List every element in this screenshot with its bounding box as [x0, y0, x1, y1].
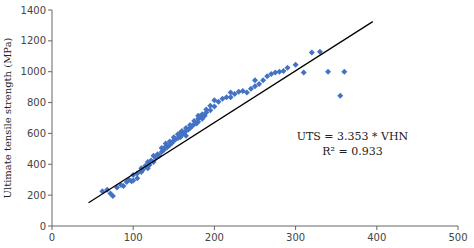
y-tick-label: 600: [27, 128, 46, 139]
annotation: UTS = 3.353 * VHN: [297, 130, 409, 143]
y-tick-label: 1400: [21, 5, 46, 16]
scatter-point: [244, 90, 250, 96]
y-axis-label: Ultimate tensile strength (MPa): [2, 37, 13, 198]
y-tick: [48, 226, 52, 227]
y-tick: [48, 164, 52, 165]
y-tick-label: 800: [27, 97, 46, 108]
scatter-point: [256, 81, 262, 87]
scatter-point: [341, 69, 347, 75]
scatter-point: [325, 69, 331, 75]
x-tick: [458, 226, 459, 230]
scatter-point: [183, 133, 189, 139]
x-tick: [214, 226, 215, 230]
scatter-point: [301, 69, 307, 75]
x-tick-label: 200: [205, 232, 224, 243]
scatter-point: [337, 93, 343, 99]
scatter-point: [284, 65, 290, 71]
plot-area: [89, 22, 373, 203]
x-tick-label: 400: [367, 232, 386, 243]
y-axis-line: [52, 10, 53, 226]
scatter-point: [309, 49, 315, 55]
scatter-point: [110, 193, 116, 199]
scatter-point: [293, 62, 299, 68]
x-tick-label: 500: [448, 232, 467, 243]
scatter-point: [211, 103, 217, 109]
x-tick-label: 300: [286, 232, 305, 243]
y-tick: [48, 102, 52, 103]
x-axis-line: [52, 226, 458, 227]
scatter-point: [252, 77, 258, 83]
y-tick: [48, 71, 52, 72]
y-tick-label: 200: [27, 190, 46, 201]
chart: 0 100 200 300 400 500 0 200 400 600 800 1000 1200 140…: [0, 0, 474, 248]
y-tick-label: 400: [27, 159, 46, 170]
y-tick: [48, 40, 52, 41]
x-tick: [376, 226, 377, 230]
scatter-point: [134, 175, 140, 181]
y-tick-label: 0: [40, 221, 46, 232]
y-tick: [48, 10, 52, 11]
x-tick: [295, 226, 296, 230]
x-tick-label: 100: [124, 232, 143, 243]
scatter-point: [260, 77, 266, 83]
y-tick: [48, 133, 52, 134]
x-tick-label: 0: [49, 232, 55, 243]
trend-line: [89, 22, 373, 203]
y-tick: [48, 195, 52, 196]
y-tick-label: 1200: [21, 35, 46, 46]
y-tick-label: 1000: [21, 66, 46, 77]
annotation: R² = 0.933: [322, 145, 382, 158]
x-tick: [52, 226, 53, 230]
x-tick: [133, 226, 134, 230]
